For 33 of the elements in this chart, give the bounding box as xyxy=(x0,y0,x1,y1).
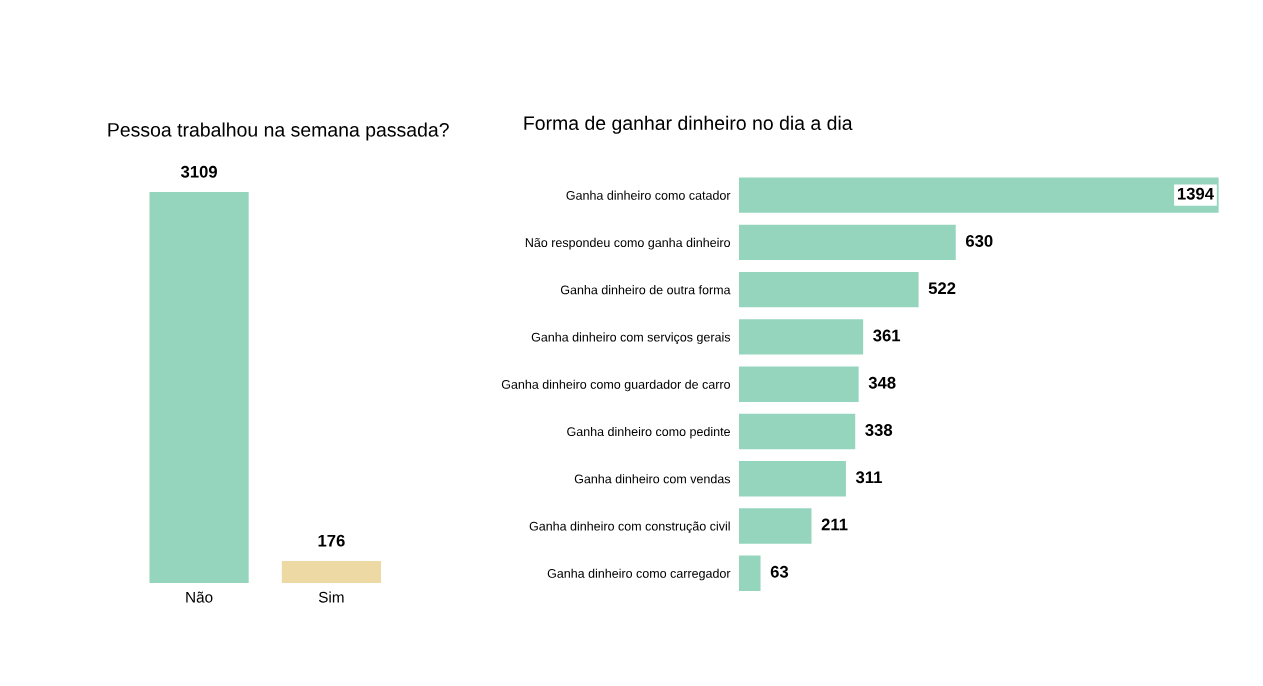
y-tick-label: Ganha dinheiro como pedinte xyxy=(567,426,730,439)
y-tick-label: Ganha dinheiro com construção civil xyxy=(529,521,730,534)
chart-title: Forma de ganhar dinheiro no dia a dia xyxy=(524,115,853,134)
data-label: 338 xyxy=(865,424,893,436)
data-label: 311 xyxy=(855,471,882,484)
x-tick-label: Não xyxy=(186,591,213,603)
data-label: 522 xyxy=(928,282,956,295)
y-tick-label: Ganha dinheiro como carregador xyxy=(547,568,731,581)
bar xyxy=(738,224,956,261)
bar xyxy=(738,508,812,544)
data-label: 348 xyxy=(868,376,896,389)
y-tick-label: Ganha dinheiro como guardador de carro xyxy=(501,379,731,392)
y-tick-label: Não respondeu como ganha dinheiro xyxy=(525,237,731,250)
data-label: 361 xyxy=(873,329,901,342)
bar xyxy=(738,366,859,402)
y-tick-label: Ganha dinheiro com serviços gerais xyxy=(531,332,731,345)
data-label: 630 xyxy=(965,235,993,247)
bar xyxy=(738,271,919,308)
bar xyxy=(738,319,864,355)
x-tick-label: Sim xyxy=(318,591,344,603)
data-label: 3109 xyxy=(180,165,217,178)
y-tick-label: Ganha dinheiro como catador xyxy=(566,190,731,200)
data-label: 63 xyxy=(770,565,789,578)
chart-title: Pessoa trabalhou na semana passada? xyxy=(108,122,449,141)
data-label: 176 xyxy=(318,534,345,547)
y-tick-label: Ganha dinheiro com vendas xyxy=(574,474,731,484)
bar xyxy=(738,555,761,591)
bar xyxy=(738,177,1219,213)
data-label: 211 xyxy=(821,518,848,531)
bar xyxy=(738,460,846,497)
bar xyxy=(738,413,856,450)
y-tick-label: Ganha dinheiro de outra forma xyxy=(560,285,731,295)
data-label: 1394 xyxy=(1177,187,1214,200)
